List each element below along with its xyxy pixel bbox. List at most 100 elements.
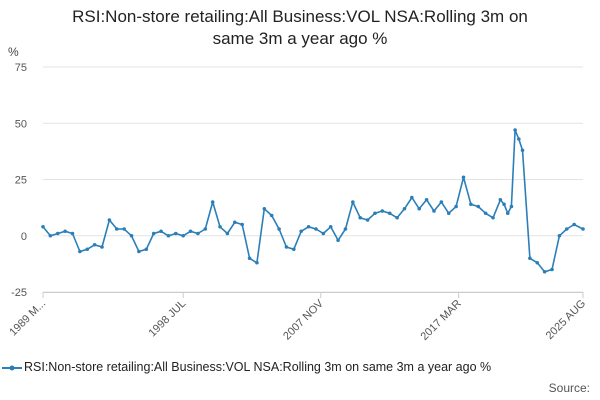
data-point[interactable] xyxy=(461,175,466,180)
legend-marker xyxy=(2,365,22,371)
data-point[interactable] xyxy=(402,206,407,211)
data-point[interactable] xyxy=(314,227,318,231)
data-point[interactable] xyxy=(528,256,532,261)
data-point[interactable] xyxy=(454,204,458,209)
series-line xyxy=(42,129,584,273)
data-point[interactable] xyxy=(502,202,506,207)
data-point[interactable] xyxy=(218,224,222,229)
data-point[interactable] xyxy=(581,227,585,231)
data-point[interactable] xyxy=(299,229,303,234)
data-point[interactable] xyxy=(277,227,281,231)
data-point[interactable] xyxy=(469,202,473,207)
data-point[interactable] xyxy=(166,233,171,238)
data-point[interactable] xyxy=(513,128,517,132)
source-label: Source: xyxy=(548,381,590,395)
data-point[interactable] xyxy=(85,247,90,252)
data-point[interactable] xyxy=(373,211,377,216)
data-point[interactable] xyxy=(439,200,444,204)
data-point[interactable] xyxy=(210,200,215,204)
x-tick-label: 2017 MAR xyxy=(419,298,464,343)
data-point[interactable] xyxy=(505,211,510,216)
data-point[interactable] xyxy=(328,224,333,229)
data-point[interactable] xyxy=(542,269,547,274)
data-point[interactable] xyxy=(181,233,185,238)
data-point[interactable] xyxy=(292,247,296,252)
x-tick-label: 1998 JUL xyxy=(146,298,188,340)
data-point[interactable] xyxy=(188,229,193,234)
data-point[interactable] xyxy=(233,220,237,225)
data-point[interactable] xyxy=(41,224,45,229)
data-point[interactable] xyxy=(550,267,554,272)
data-point[interactable] xyxy=(107,218,112,222)
data-point[interactable] xyxy=(424,197,429,202)
data-point[interactable] xyxy=(387,211,392,216)
y-tick-label: 75 xyxy=(15,62,27,74)
data-point[interactable] xyxy=(151,231,156,236)
x-tick-label: 2007 NOV xyxy=(281,297,326,342)
data-point[interactable] xyxy=(129,233,134,238)
data-point[interactable] xyxy=(196,231,200,236)
data-point[interactable] xyxy=(247,256,252,261)
data-point[interactable] xyxy=(203,227,208,231)
data-point[interactable] xyxy=(269,213,274,218)
data-point[interactable] xyxy=(92,242,97,247)
y-tick-label: 50 xyxy=(15,118,27,130)
data-point[interactable] xyxy=(535,260,540,265)
data-point[interactable] xyxy=(446,211,451,216)
data-point[interactable] xyxy=(432,209,436,213)
data-point[interactable] xyxy=(225,231,230,236)
data-point[interactable] xyxy=(476,204,481,209)
data-point[interactable] xyxy=(159,229,163,234)
data-point[interactable] xyxy=(144,247,149,252)
data-point[interactable] xyxy=(78,249,82,254)
data-point[interactable] xyxy=(365,218,370,222)
data-point[interactable] xyxy=(240,222,244,227)
data-point[interactable] xyxy=(306,224,311,229)
data-point[interactable] xyxy=(284,245,289,249)
data-point[interactable] xyxy=(100,245,104,249)
grid-lines xyxy=(43,66,583,293)
data-point[interactable] xyxy=(410,195,414,200)
x-tick-labels: 1989 M... 1998 JUL 2007 NOV 2017 MAR 2025 AU… xyxy=(7,297,588,343)
data-point[interactable] xyxy=(509,204,514,209)
data-point[interactable] xyxy=(380,209,385,213)
y-tick-label: 0 xyxy=(21,231,27,243)
data-point[interactable] xyxy=(255,260,259,265)
data-point[interactable] xyxy=(321,231,326,236)
data-point[interactable] xyxy=(343,227,348,231)
data-point[interactable] xyxy=(358,215,363,220)
data-point[interactable] xyxy=(70,231,75,236)
data-point[interactable] xyxy=(63,229,67,234)
data-point[interactable] xyxy=(417,206,422,211)
data-point[interactable] xyxy=(395,215,399,220)
legend-label: RSI:Non-store retailing:All Business:VOL… xyxy=(24,360,492,374)
data-point[interactable] xyxy=(114,227,119,231)
y-tick-label: 25 xyxy=(15,175,27,187)
x-tick-label: 2025 AUG xyxy=(544,298,588,342)
data-point[interactable] xyxy=(517,137,521,141)
data-point[interactable] xyxy=(572,222,576,227)
data-point[interactable] xyxy=(173,231,178,236)
data-point[interactable] xyxy=(262,206,267,211)
data-point[interactable] xyxy=(557,233,562,238)
data-point[interactable] xyxy=(137,249,141,254)
data-point[interactable] xyxy=(483,211,488,216)
x-axis xyxy=(42,292,584,298)
chart-title-line-1: RSI:Non-store retailing:All Business:VOL… xyxy=(72,7,528,26)
data-point[interactable] xyxy=(122,227,126,231)
data-point[interactable] xyxy=(564,227,569,231)
chart-title: RSI:Non-store retailing:All Business:VOL… xyxy=(0,6,600,50)
data-point[interactable] xyxy=(48,233,53,238)
data-point[interactable] xyxy=(498,197,503,202)
chart-title-line-2: same 3m a year ago % xyxy=(212,29,388,48)
data-series xyxy=(41,128,585,274)
y-tick-label: -25 xyxy=(11,287,27,299)
data-point[interactable] xyxy=(520,148,525,153)
data-point[interactable] xyxy=(351,200,355,204)
data-point[interactable] xyxy=(491,215,495,220)
legend[interactable]: RSI:Non-store retailing:All Business:VOL… xyxy=(0,359,600,379)
data-point[interactable] xyxy=(55,231,60,236)
y-tick-labels: 75 50 25 0 -25 xyxy=(11,62,27,299)
data-point[interactable] xyxy=(336,238,340,243)
